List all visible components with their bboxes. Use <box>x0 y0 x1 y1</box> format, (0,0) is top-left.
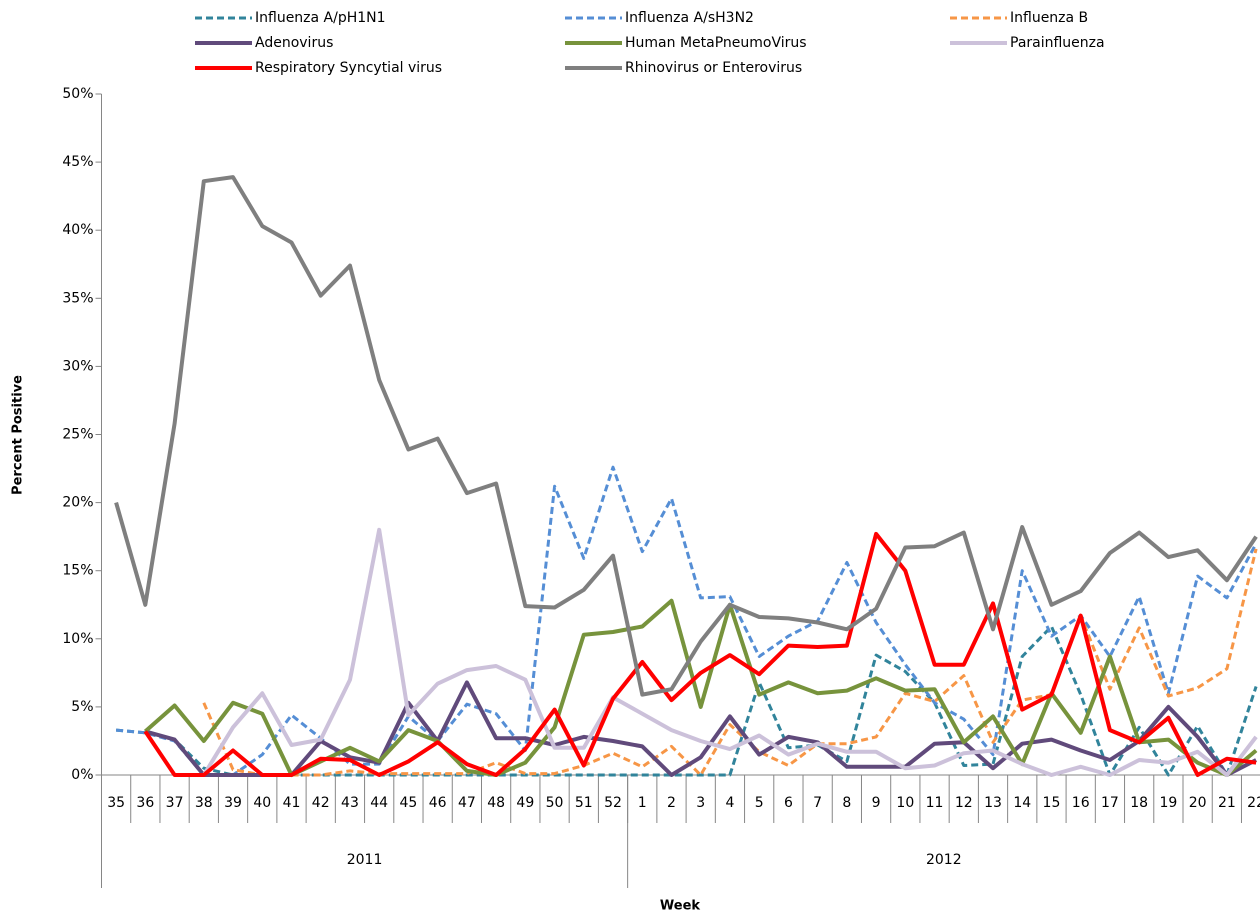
legend-label: Respiratory Syncytial virus <box>255 60 442 76</box>
x-tick-label: 19 <box>1159 795 1177 811</box>
x-tick-label: 38 <box>195 795 213 811</box>
x-tick-label: 10 <box>896 795 914 811</box>
group-label: 2012 <box>926 852 962 868</box>
legend-label: Parainfluenza <box>1010 35 1105 51</box>
x-tick-label: 12 <box>955 795 973 811</box>
x-tick-label: 5 <box>755 795 764 811</box>
legend-label: Adenovirus <box>255 35 333 51</box>
legend-label: Rhinovirus or Enterovirus <box>625 60 802 76</box>
x-tick-label: 4 <box>725 795 734 811</box>
y-axis-title: Percent Positive <box>11 375 26 495</box>
x-tick-label: 11 <box>926 795 944 811</box>
x-tick-label: 14 <box>1013 795 1031 811</box>
y-tick-label: 5% <box>71 699 93 715</box>
x-tick-label: 36 <box>136 795 154 811</box>
x-tick-label: 46 <box>429 795 447 811</box>
x-tick-label: 35 <box>107 795 125 811</box>
x-tick-label: 50 <box>546 795 564 811</box>
y-tick-label: 0% <box>71 767 93 783</box>
x-tick-label: 22 <box>1247 795 1260 811</box>
legend-label: Influenza A/pH1N1 <box>255 10 386 26</box>
series-line <box>114 175 1258 697</box>
y-tick-label: 20% <box>62 495 93 511</box>
x-tick-label: 44 <box>370 795 388 811</box>
legend-label: Influenza A/sH3N2 <box>625 10 754 26</box>
x-tick-label: 6 <box>784 795 793 811</box>
x-tick-label: 42 <box>312 795 330 811</box>
x-tick-label: 49 <box>516 795 534 811</box>
y-tick-label: 35% <box>62 290 93 306</box>
x-tick-label: 1 <box>638 795 647 811</box>
series-line <box>144 680 1258 777</box>
x-tick-label: 17 <box>1101 795 1119 811</box>
group-label: 2011 <box>347 852 383 868</box>
x-axis-title: Week <box>660 899 701 914</box>
x-tick-label: 15 <box>1043 795 1061 811</box>
series-line <box>143 531 1257 777</box>
x-tick-label: 41 <box>283 795 301 811</box>
x-tick-label: 13 <box>984 795 1002 811</box>
legend-label: Influenza B <box>1010 10 1088 26</box>
x-tick-label: 8 <box>842 795 851 811</box>
x-tick-label: 48 <box>487 795 505 811</box>
x-tick-label: 40 <box>253 795 271 811</box>
x-tick-label: 3 <box>696 795 705 811</box>
series-line <box>115 465 1258 777</box>
x-tick-label: 47 <box>458 795 476 811</box>
series-line <box>202 527 1258 777</box>
y-tick-label: 10% <box>62 631 93 647</box>
x-tick-label: 21 <box>1218 795 1236 811</box>
x-tick-label: 43 <box>341 795 359 811</box>
legend-label: Human MetaPneumoVirus <box>625 35 807 51</box>
x-tick-label: 18 <box>1130 795 1148 811</box>
y-tick-label: 25% <box>62 427 93 443</box>
x-tick-label: 52 <box>604 795 622 811</box>
x-tick-label: 39 <box>224 795 242 811</box>
y-tick-label: 45% <box>62 154 93 170</box>
x-tick-label: 2 <box>667 795 676 811</box>
y-tick-label: 15% <box>62 563 93 579</box>
x-tick-label: 9 <box>872 795 881 811</box>
x-tick-label: 7 <box>813 795 822 811</box>
x-tick-label: 37 <box>166 795 184 811</box>
x-tick-label: 45 <box>400 795 418 811</box>
x-tick-label: 16 <box>1072 795 1090 811</box>
x-tick-label: 51 <box>575 795 593 811</box>
y-tick-label: 30% <box>62 358 93 374</box>
x-tick-label: 20 <box>1189 795 1207 811</box>
series-line <box>143 598 1258 777</box>
y-tick-label: 50% <box>62 86 93 102</box>
y-tick-label: 40% <box>62 222 93 238</box>
